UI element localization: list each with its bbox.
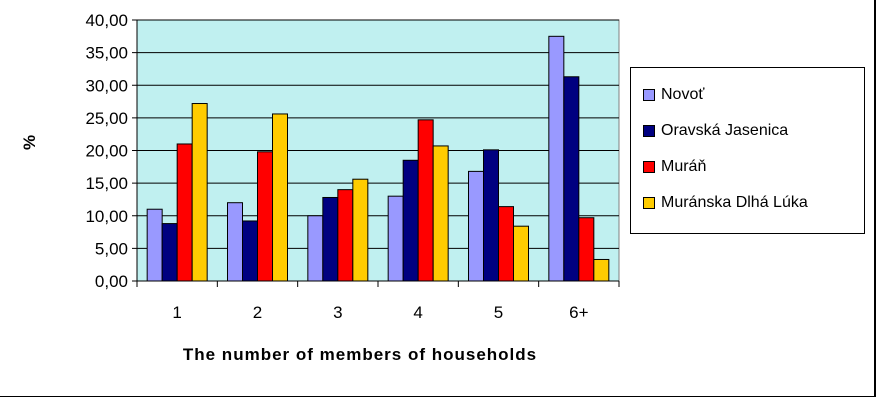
x-tick-label: 1 [172,303,181,322]
bars [146,35,610,282]
axes [132,19,620,287]
bar [337,189,354,282]
y-tick-label: 30,00 [85,76,128,95]
bar [402,159,419,282]
legend-label: Novoť [661,86,705,103]
y-tick-label: 25,00 [85,109,128,128]
bar [161,223,178,282]
bar [176,143,193,282]
y-tick-label: 35,00 [85,44,128,63]
bar [468,170,484,282]
legend: Novoť Oravská Jasenica Muráň Muránska Dlhá … [630,67,865,234]
y-tick-label: 5,00 [95,239,128,258]
legend-label: Muráň [661,158,707,175]
bar [432,145,449,282]
bar [387,195,404,282]
y-tick-label: 20,00 [85,142,128,161]
bar [242,220,258,282]
y-tick-label: 10,00 [85,207,128,226]
bar [593,258,610,282]
legend-swatch [643,125,655,137]
bar [322,196,339,282]
legend-label: Muránska Dlhá Lúka [661,194,808,211]
y-tick-label: 40,00 [85,11,128,30]
bar [513,225,529,282]
legend-item: Muráň [643,157,706,177]
bar [483,149,499,282]
legend-item: Muránska Dlhá Lúka [643,193,808,213]
bar [191,103,208,282]
bar [352,178,369,282]
x-axis-label: The number of members of households [182,345,538,364]
bar [227,202,243,282]
legend-swatch [643,197,655,209]
x-tick-label: 6+ [569,303,588,322]
legend-swatch [643,89,655,101]
bar [257,151,273,282]
x-tick-label: 2 [253,303,262,322]
bar [563,76,580,282]
bar [548,35,565,282]
y-tick-labels: 0,00 5,00 10,00 15,00 20,00 25,00 30,00 35,00 40… [85,11,128,291]
bar [272,113,288,282]
legend-item: Oravská Jasenica [643,121,788,141]
x-tick-label: 3 [333,303,342,322]
gridlines [137,19,619,249]
x-tick-label: 4 [413,303,422,322]
x-tick-label: 5 [494,303,503,322]
bar [307,215,324,282]
bar [146,208,163,282]
y-tick-label: 0,00 [95,272,128,291]
bar [578,217,595,282]
bar [498,206,514,282]
bar [417,119,434,282]
y-axis-label: % [20,134,39,150]
legend-swatch [643,161,655,173]
y-tick-label: 15,00 [85,174,128,193]
x-tick-labels: 1 2 3 4 5 6+ [172,303,588,322]
legend-item: Novoť [643,85,704,105]
legend-label: Oravská Jasenica [661,122,789,139]
